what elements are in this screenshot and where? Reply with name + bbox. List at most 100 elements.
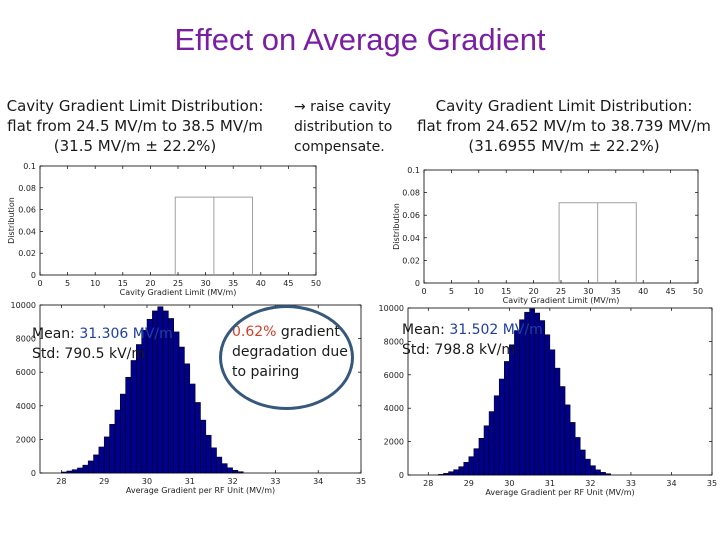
histogram-bar bbox=[559, 386, 566, 476]
histogram-bar bbox=[109, 424, 116, 474]
histogram-bar bbox=[483, 425, 490, 476]
histogram-bar bbox=[443, 473, 449, 476]
histogram-bar bbox=[61, 471, 68, 474]
x-tick-label: 15 bbox=[118, 279, 128, 288]
x-tick-label: 30 bbox=[504, 479, 514, 488]
x-tick-label: 20 bbox=[529, 287, 539, 296]
histogram-bar bbox=[488, 411, 495, 476]
histogram-bar bbox=[77, 467, 84, 474]
histogram-bar bbox=[564, 404, 571, 476]
x-tick-label: 5 bbox=[65, 279, 70, 288]
left-caption-line: Cavity Gradient Limit Distribution: bbox=[6, 97, 264, 115]
x-axis-label: Average Gradient per RF Unit (MV/m) bbox=[485, 488, 634, 497]
left-caption-line: (31.5 MV/m ± 22.2%) bbox=[53, 137, 217, 155]
x-tick-label: 31 bbox=[545, 479, 555, 488]
x-tick-label: 10 bbox=[474, 287, 484, 296]
histogram-bar bbox=[216, 456, 223, 474]
y-tick-label: 2000 bbox=[384, 438, 404, 447]
histogram-bar bbox=[463, 462, 470, 476]
x-axis-label: Cavity Gradient Limit (MV/m) bbox=[503, 296, 620, 305]
histogram-bar bbox=[549, 349, 556, 476]
histogram-bar bbox=[590, 465, 596, 476]
histogram-bar bbox=[478, 438, 485, 476]
y-tick-label: 10000 bbox=[11, 301, 36, 310]
x-tick-label: 33 bbox=[270, 477, 280, 486]
right-arrow-icon: → bbox=[294, 99, 306, 115]
left-stats: Mean: 31.306 MV/m Std: 790.5 kV/m bbox=[32, 324, 173, 364]
y-tick-label: 0.04 bbox=[18, 227, 36, 236]
y-tick-label: 6000 bbox=[384, 371, 404, 380]
histogram-bar bbox=[453, 469, 459, 476]
x-tick-label: 29 bbox=[464, 479, 474, 488]
x-tick-label: 45 bbox=[283, 279, 293, 288]
histogram-bar bbox=[184, 363, 191, 474]
right-caption: Cavity Gradient Limit Distribution: flat… bbox=[408, 96, 720, 156]
histogram-bar bbox=[458, 466, 464, 476]
y-tick-label: 6000 bbox=[16, 368, 36, 377]
x-tick-label: 25 bbox=[556, 287, 566, 296]
std-label: Std: 790.5 kV/m bbox=[32, 346, 145, 362]
mean-value: 31.306 MV/m bbox=[79, 326, 173, 342]
histogram-bar bbox=[93, 454, 100, 474]
y-axis-label: Distribution bbox=[392, 203, 401, 250]
x-tick-label: 30 bbox=[142, 477, 152, 486]
x-tick-label: 32 bbox=[228, 477, 238, 486]
x-tick-label: 32 bbox=[585, 479, 595, 488]
x-axis-label: Average Gradient per RF Unit (MV/m) bbox=[126, 486, 275, 495]
x-tick-label: 35 bbox=[356, 477, 366, 486]
x-tick-label: 29 bbox=[99, 477, 109, 486]
histogram-bar bbox=[504, 361, 510, 476]
histogram-bar bbox=[574, 437, 581, 476]
histogram-bar bbox=[232, 470, 239, 474]
histogram-bar bbox=[493, 395, 500, 476]
x-tick-label: 28 bbox=[56, 477, 66, 486]
y-tick-label: 0.06 bbox=[18, 206, 36, 215]
distribution-line bbox=[174, 196, 254, 275]
left-caption-line: flat from 24.5 MV/m to 38.5 MV/m bbox=[7, 117, 263, 135]
y-tick-label: 4000 bbox=[16, 402, 36, 411]
histogram-bar bbox=[103, 436, 110, 474]
x-tick-label: 20 bbox=[145, 279, 155, 288]
y-tick-label: 0.06 bbox=[402, 211, 420, 220]
right-caption-line: (31.6955 MV/m ± 22.2%) bbox=[468, 137, 660, 155]
histogram-bar bbox=[205, 434, 212, 474]
y-tick-label: 0.1 bbox=[23, 162, 36, 171]
histogram-bar bbox=[125, 376, 132, 474]
x-tick-label: 50 bbox=[693, 287, 703, 296]
histogram-bar bbox=[438, 474, 444, 476]
histogram-bar bbox=[178, 346, 185, 474]
x-tick-label: 35 bbox=[228, 279, 238, 288]
histogram-bar bbox=[468, 456, 475, 476]
histogram-bar bbox=[130, 360, 137, 474]
x-tick-label: 35 bbox=[707, 479, 717, 488]
mean-value: 31.502 MV/m bbox=[449, 322, 543, 338]
right-distribution-chart: 0 5 10 15 20 25 30 35 40 45 50 0 0.02 0.04 0.06 0.08 0.1… bbox=[392, 166, 703, 305]
std-label: Std: 798.8 kV/m bbox=[402, 342, 515, 358]
x-tick-label: 35 bbox=[611, 287, 621, 296]
x-tick-label: 45 bbox=[666, 287, 676, 296]
histogram-bar bbox=[554, 367, 561, 476]
y-tick-label: 0.02 bbox=[402, 256, 420, 265]
left-distribution-chart: 0 5 10 15 20 25 30 35 40 45 50 0 0.02 0.04 0.06 0.08 0.1… bbox=[7, 162, 321, 297]
y-axis-label: Distribution bbox=[7, 197, 16, 244]
histogram-bar bbox=[585, 458, 591, 476]
histogram-bar bbox=[87, 460, 94, 474]
histogram-bar bbox=[600, 472, 606, 476]
right-caption-line: Cavity Gradient Limit Distribution: bbox=[435, 97, 693, 115]
x-tick-label: 30 bbox=[201, 279, 211, 288]
histogram-bar bbox=[200, 419, 207, 474]
arrow-note-line: raise cavity bbox=[305, 99, 391, 115]
y-tick-label: 8000 bbox=[384, 337, 404, 346]
histogram-bar bbox=[173, 331, 180, 474]
histogram-bar bbox=[114, 409, 121, 474]
histogram-bar bbox=[189, 383, 196, 474]
histogram-bar bbox=[194, 402, 201, 474]
histogram-bar bbox=[71, 469, 78, 474]
histogram-bar bbox=[237, 471, 244, 474]
right-caption-line: flat from 24.652 MV/m to 38.739 MV/m bbox=[417, 117, 711, 135]
histogram-bar bbox=[605, 473, 611, 476]
x-tick-label: 0 bbox=[37, 279, 42, 288]
y-tick-label: 0 bbox=[399, 471, 404, 480]
x-tick-label: 28 bbox=[423, 479, 433, 488]
histogram-bar bbox=[595, 469, 601, 476]
